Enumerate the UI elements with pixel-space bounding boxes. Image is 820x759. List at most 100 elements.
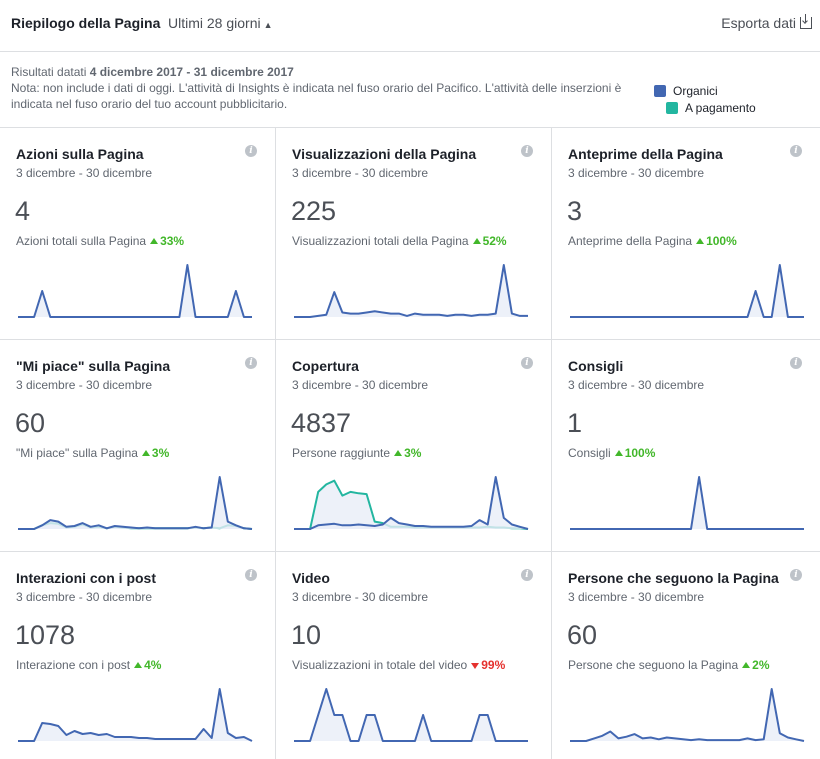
trend-delta: 3%: [394, 446, 421, 460]
sparkline-chart: [570, 264, 804, 318]
card-date-range: 3 dicembre - 30 dicembre: [16, 166, 153, 180]
organic-series-area: [18, 689, 252, 741]
card-date-range: 3 dicembre - 30 dicembre: [292, 378, 429, 392]
sparkline-chart: [18, 688, 253, 742]
caption-text: Persone raggiunte: [292, 446, 391, 460]
card-title: Azioni sulla Pagina: [16, 146, 144, 162]
card-title: Consigli: [568, 358, 624, 374]
trend-up-icon: [134, 662, 143, 668]
delta-value: 99%: [481, 658, 506, 672]
metric-card[interactable]: Azioni sulla Pagina i 3 dicembre - 30 dice…: [0, 128, 276, 340]
card-title: "Mi piace" sulla Pagina: [16, 358, 171, 374]
metric-value: 225: [291, 196, 337, 226]
legend-item-organic: Organici: [654, 82, 756, 99]
card-title: Interazioni con i post: [16, 570, 157, 586]
export-data-button[interactable]: Esporta dati: [721, 14, 812, 31]
metric-card[interactable]: Anteprime della Pagina i 3 dicembre - 30 d…: [552, 128, 820, 340]
trend-up-icon: [394, 450, 403, 456]
trend-delta: 99%: [471, 658, 505, 672]
caption-text: Consigli: [568, 446, 611, 460]
card-date-range: 3 dicembre - 30 dicembre: [292, 590, 429, 604]
sort-caret-icon: ▲︎: [263, 20, 273, 30]
trend-up-icon: [150, 238, 159, 244]
metric-caption: Visualizzazioni totali della Pagina 52%: [292, 234, 507, 248]
organic-series-line: [18, 476, 253, 530]
info-icon[interactable]: i: [521, 145, 533, 157]
sparkline-chart: [294, 264, 528, 318]
organic-series-line: [294, 476, 529, 530]
metric-value: 1: [567, 408, 583, 438]
legend-item-paid: A pagamento: [666, 99, 756, 116]
delta-value: 4%: [144, 658, 162, 672]
info-icon[interactable]: i: [245, 569, 257, 581]
card-date-range: 3 dicembre - 30 dicembre: [292, 166, 429, 180]
metric-card[interactable]: Interazioni con i post i 3 dicembre - 30 d…: [0, 552, 276, 759]
card-date-range: 3 dicembre - 30 dicembre: [16, 378, 153, 392]
organic-series-line: [18, 264, 252, 318]
metric-card[interactable]: Persone che seguono la Pagina i 3 dicembre…: [552, 552, 820, 759]
metric-caption: Azioni totali sulla Pagina 33%: [16, 234, 184, 248]
trend-delta: 2%: [742, 658, 769, 672]
organic-series-line: [570, 688, 805, 742]
info-icon[interactable]: i: [790, 145, 802, 157]
metric-card[interactable]: Video i 3 dicembre - 30 dicembre 10 Visualiz…: [276, 552, 552, 759]
trend-up-icon: [696, 238, 705, 244]
metric-caption: Interazione con i post 4%: [16, 658, 161, 672]
info-icon[interactable]: i: [521, 569, 533, 581]
metric-caption: Consigli 100%: [568, 446, 655, 460]
caption-text: Interazione con i post: [16, 658, 131, 672]
trend-up-icon: [472, 238, 481, 244]
card-title: Persone che seguono la Pagina: [568, 570, 779, 586]
metric-value: 4: [15, 196, 31, 226]
info-icon[interactable]: i: [245, 145, 257, 157]
card-title: Video: [292, 570, 330, 586]
period-label: Ultimi 28 giorni: [168, 15, 261, 31]
delta-value: 100%: [624, 446, 656, 460]
sparkline-chart: [294, 688, 528, 742]
results-prefix: Risultati datati: [11, 65, 90, 79]
legend-swatch-paid: [666, 101, 678, 114]
delta-value: 2%: [752, 658, 770, 672]
delta-value: 33%: [160, 234, 185, 248]
metric-card[interactable]: Visualizzazioni della Pagina i 3 dicembre …: [276, 128, 552, 340]
caption-text: Persone che seguono la Pagina: [568, 658, 739, 672]
timezone-note: Nota: non include i dati di oggi. L'atti…: [11, 81, 622, 111]
organic-series-area: [570, 477, 804, 529]
metric-value: 4837: [291, 408, 352, 438]
delta-value: 100%: [706, 234, 737, 248]
sparkline-chart: [570, 688, 805, 742]
metric-caption: Visualizzazioni in totale del video 99%: [292, 658, 505, 672]
info-icon[interactable]: i: [790, 357, 802, 369]
trend-delta: 52%: [472, 234, 507, 248]
info-icon[interactable]: i: [521, 357, 533, 369]
trend-up-icon: [141, 450, 150, 456]
trend-up-icon: [614, 450, 623, 456]
caption-text: Anteprime della Pagina: [568, 234, 693, 248]
page-title: Riepilogo della Pagina: [11, 15, 161, 31]
trend-delta: 33%: [150, 234, 184, 248]
metric-value: 3: [567, 196, 583, 226]
metric-card[interactable]: Copertura i 3 dicembre - 30 dicembre 4837 Pe…: [276, 340, 552, 552]
organic-series-line: [294, 264, 528, 318]
organic-series-line: [570, 476, 804, 530]
organic-series-area: [570, 265, 804, 317]
organic-series-line: [570, 264, 804, 318]
organic-series-area: [18, 477, 252, 529]
info-icon[interactable]: i: [790, 569, 802, 581]
download-icon: [800, 14, 812, 29]
metric-card[interactable]: "Mi piace" sulla Pagina i 3 dicembre - 30 …: [0, 340, 276, 552]
metric-card[interactable]: Consigli i 3 dicembre - 30 dicembre 1 Consig…: [552, 340, 820, 552]
sparkline-chart: [18, 476, 253, 530]
caption-text: "Mi piace" sulla Pagina: [16, 446, 138, 460]
card-title: Visualizzazioni della Pagina: [292, 146, 477, 162]
legend-swatch-organic: [654, 84, 666, 97]
trend-delta: 3%: [141, 446, 170, 460]
delta-value: 3%: [151, 446, 170, 460]
card-date-range: 3 dicembre - 30 dicembre: [568, 590, 705, 604]
period-dropdown[interactable]: Ultimi 28 giorni ▲︎: [168, 15, 273, 31]
info-icon[interactable]: i: [245, 357, 257, 369]
metric-caption: Persone che seguono la Pagina 2%: [568, 658, 769, 672]
metrics-grid: Azioni sulla Pagina i 3 dicembre - 30 dice…: [0, 127, 820, 759]
metric-caption: Persone raggiunte 3%: [292, 446, 421, 460]
card-date-range: 3 dicembre - 30 dicembre: [16, 590, 153, 604]
